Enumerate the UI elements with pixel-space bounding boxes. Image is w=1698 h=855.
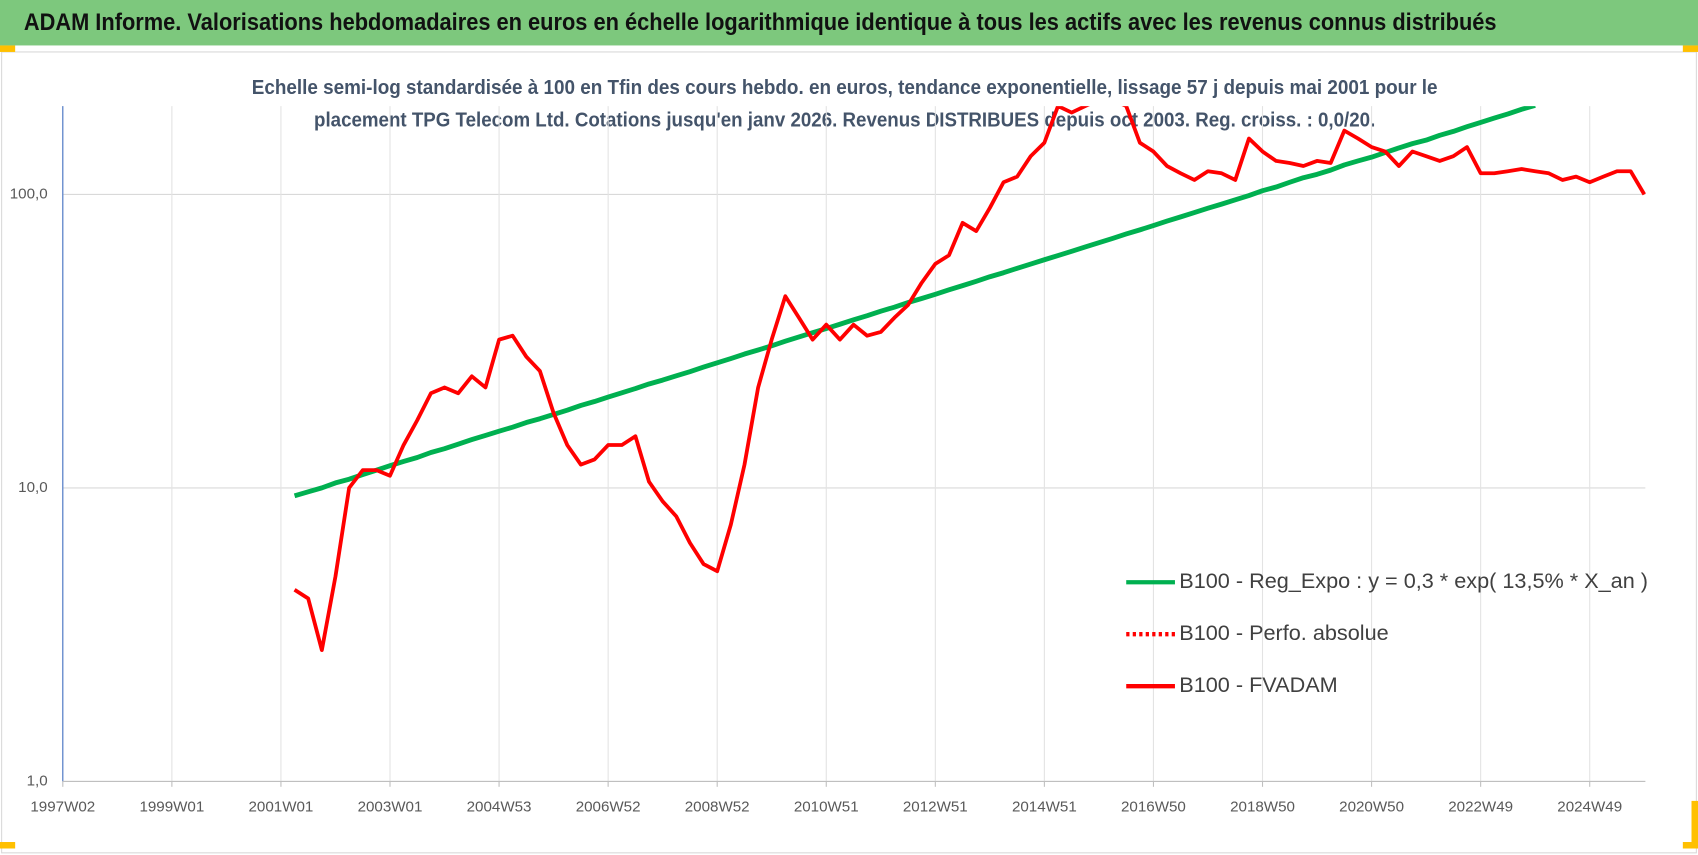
x-tick-label: 2014W51 xyxy=(1012,798,1077,815)
x-tick-label: 2012W51 xyxy=(903,798,968,815)
legend-label: B100 - Reg_Expo : y = 0,3 * exp( 13,5% *… xyxy=(1179,568,1648,593)
header-title: ADAM Informe. Valorisations hebdomadaire… xyxy=(24,9,1497,36)
y-tick-label: 10,0 xyxy=(18,479,47,496)
corner xyxy=(1682,45,1698,52)
corner xyxy=(0,842,16,849)
x-tick-label: 2020W50 xyxy=(1339,798,1404,815)
x-tick-label: 2003W01 xyxy=(358,798,423,815)
x-tick-label: 2006W52 xyxy=(576,798,641,815)
x-tick-label: 2024W49 xyxy=(1557,798,1622,815)
x-tick-label: 2010W51 xyxy=(794,798,859,815)
x-tick-label: 1997W02 xyxy=(30,798,95,815)
legend-label: B100 - Perfo. absolue xyxy=(1179,620,1388,645)
x-tick-label: 2018W50 xyxy=(1230,798,1295,815)
legend-label: B100 - FVADAM xyxy=(1179,672,1337,697)
corner xyxy=(0,45,16,52)
y-tick-label: 100,0 xyxy=(10,185,48,202)
corner xyxy=(1682,842,1698,849)
x-tick-label: 2016W50 xyxy=(1121,798,1186,815)
series-line xyxy=(293,106,1646,653)
chart-title: Echelle semi-log standardisée à 100 en T… xyxy=(252,76,1438,99)
header-band xyxy=(0,0,1698,46)
plot-area xyxy=(293,106,1646,653)
chart-title: placement TPG Telecom Ltd. Cotations jus… xyxy=(314,109,1375,132)
labels: 1,0 10,0 100,0 1997W02 1999W01 2001W01 2003W01… xyxy=(10,185,1648,815)
x-tick-label: 2004W53 xyxy=(467,798,532,815)
grid xyxy=(62,106,1646,782)
corner xyxy=(1691,800,1698,845)
x-tick-label: 1999W01 xyxy=(139,798,204,815)
chart-frame xyxy=(1,51,1697,854)
y-tick-label: 1,0 xyxy=(27,772,48,789)
series-line xyxy=(293,106,1536,499)
x-tick-label: 2022W49 xyxy=(1448,798,1513,815)
x-tick-label: 2008W52 xyxy=(685,798,750,815)
x-tick-label: 2001W01 xyxy=(249,798,314,815)
